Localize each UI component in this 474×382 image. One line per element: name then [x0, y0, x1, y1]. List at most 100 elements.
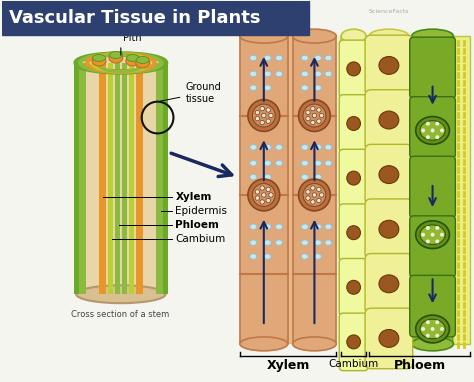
Circle shape — [306, 190, 310, 194]
Ellipse shape — [264, 145, 271, 150]
Bar — [240, 36, 288, 344]
FancyBboxPatch shape — [410, 216, 456, 277]
Ellipse shape — [379, 330, 399, 347]
Ellipse shape — [412, 29, 454, 43]
Circle shape — [262, 113, 266, 118]
Ellipse shape — [347, 335, 360, 349]
Circle shape — [426, 135, 430, 139]
Ellipse shape — [314, 160, 321, 166]
Bar — [76, 63, 165, 294]
Ellipse shape — [275, 145, 283, 150]
FancyBboxPatch shape — [339, 40, 368, 98]
Ellipse shape — [325, 240, 332, 245]
Circle shape — [421, 128, 425, 133]
Ellipse shape — [301, 85, 308, 91]
FancyBboxPatch shape — [410, 275, 456, 337]
Ellipse shape — [379, 166, 399, 184]
Text: ScienceFacts: ScienceFacts — [369, 9, 410, 14]
Circle shape — [421, 327, 425, 331]
Ellipse shape — [264, 71, 271, 76]
Ellipse shape — [292, 29, 336, 43]
Circle shape — [248, 179, 280, 211]
Ellipse shape — [369, 337, 409, 351]
Circle shape — [317, 119, 321, 123]
Circle shape — [255, 110, 260, 115]
Circle shape — [319, 193, 324, 197]
Circle shape — [435, 226, 439, 230]
Ellipse shape — [301, 145, 308, 150]
Circle shape — [310, 107, 315, 111]
Bar — [288, 36, 292, 344]
Text: Xylem: Xylem — [266, 359, 310, 372]
Ellipse shape — [325, 55, 332, 61]
Circle shape — [255, 196, 260, 200]
Ellipse shape — [347, 62, 360, 76]
Ellipse shape — [341, 29, 366, 43]
Circle shape — [421, 233, 425, 237]
FancyBboxPatch shape — [339, 204, 368, 262]
Ellipse shape — [264, 224, 271, 230]
FancyBboxPatch shape — [410, 37, 456, 99]
Bar — [292, 36, 336, 344]
Circle shape — [317, 187, 321, 191]
Circle shape — [435, 334, 439, 338]
Circle shape — [262, 193, 266, 197]
Circle shape — [260, 120, 264, 125]
Ellipse shape — [314, 174, 321, 180]
Bar — [369, 36, 409, 344]
Ellipse shape — [264, 254, 271, 259]
Circle shape — [426, 226, 430, 230]
Bar — [115, 63, 120, 294]
Ellipse shape — [275, 55, 283, 61]
Ellipse shape — [250, 85, 257, 91]
Ellipse shape — [347, 280, 360, 294]
Circle shape — [255, 190, 260, 194]
FancyBboxPatch shape — [339, 95, 368, 152]
Circle shape — [255, 117, 260, 121]
Ellipse shape — [416, 315, 449, 343]
Circle shape — [317, 198, 321, 203]
Circle shape — [310, 200, 315, 204]
Ellipse shape — [314, 145, 321, 150]
Ellipse shape — [301, 55, 308, 61]
Ellipse shape — [76, 285, 165, 303]
Circle shape — [435, 240, 439, 243]
Ellipse shape — [301, 254, 308, 259]
Text: Ground
tissue: Ground tissue — [160, 82, 221, 104]
Circle shape — [269, 113, 273, 118]
Ellipse shape — [420, 319, 445, 339]
Circle shape — [312, 193, 317, 197]
Bar — [136, 63, 143, 294]
Circle shape — [260, 200, 264, 204]
Circle shape — [260, 107, 264, 111]
Ellipse shape — [379, 57, 399, 74]
Text: Cambium: Cambium — [328, 359, 379, 369]
Ellipse shape — [314, 71, 321, 76]
Circle shape — [303, 183, 326, 206]
Text: Xylem: Xylem — [175, 192, 212, 202]
FancyBboxPatch shape — [339, 313, 368, 371]
Ellipse shape — [301, 240, 308, 245]
FancyBboxPatch shape — [365, 144, 413, 205]
Circle shape — [430, 233, 435, 237]
Ellipse shape — [412, 337, 454, 351]
Ellipse shape — [314, 85, 321, 91]
Circle shape — [426, 334, 430, 338]
Ellipse shape — [275, 240, 283, 245]
Text: Cambium: Cambium — [175, 234, 226, 244]
Ellipse shape — [275, 224, 283, 230]
Circle shape — [266, 198, 271, 203]
Circle shape — [266, 187, 271, 191]
FancyBboxPatch shape — [365, 199, 413, 259]
Ellipse shape — [314, 240, 321, 245]
Ellipse shape — [325, 160, 332, 166]
Ellipse shape — [240, 337, 288, 351]
Ellipse shape — [250, 224, 257, 230]
Circle shape — [299, 179, 330, 211]
Ellipse shape — [264, 174, 271, 180]
FancyBboxPatch shape — [365, 90, 413, 150]
Ellipse shape — [301, 174, 308, 180]
Circle shape — [269, 193, 273, 197]
Text: Epidermis: Epidermis — [175, 206, 228, 216]
Ellipse shape — [92, 56, 106, 66]
